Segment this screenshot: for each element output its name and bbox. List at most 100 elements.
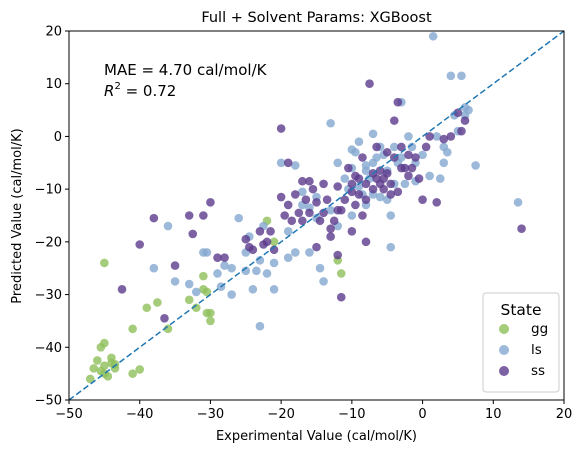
- data-point-gg: [100, 361, 109, 371]
- legend-marker-gg: [499, 324, 509, 334]
- data-point-ss: [290, 190, 300, 199]
- data-point-ss: [354, 190, 364, 199]
- data-point-gg: [142, 303, 152, 313]
- data-point-ss: [404, 171, 413, 181]
- legend: State gg ls ss: [482, 292, 560, 393]
- data-point-ls: [435, 174, 445, 183]
- data-point-ss: [160, 313, 169, 323]
- data-point-ss: [298, 176, 307, 186]
- data-point-ls: [298, 187, 307, 197]
- data-point-ss: [170, 261, 180, 270]
- data-point-ss: [375, 166, 385, 175]
- data-point-ls: [241, 266, 251, 276]
- data-point-ss: [400, 163, 410, 173]
- data-point-gg: [135, 365, 145, 374]
- r2-symbol: R: [104, 82, 114, 100]
- y-tick-label: 0: [54, 130, 62, 145]
- data-point-ss: [418, 195, 427, 204]
- series-gg: [85, 216, 346, 384]
- x-tick-label: −20: [267, 407, 294, 422]
- data-point-ss: [322, 195, 332, 204]
- y-tick-label: −10: [35, 183, 62, 198]
- legend-marker-ss: [499, 366, 509, 376]
- data-point-ss: [351, 200, 360, 210]
- data-point-ss: [439, 134, 449, 144]
- series-ss: [117, 79, 526, 323]
- data-point-ls: [443, 147, 452, 157]
- data-point-ss: [276, 124, 286, 133]
- data-point-ls: [432, 132, 442, 141]
- data-point-ls: [326, 205, 335, 215]
- x-tick-label: −40: [126, 407, 153, 422]
- data-point-ss: [280, 211, 289, 220]
- x-axis: −50 −40 −30 −20 −10 0 10 20: [55, 400, 572, 422]
- x-tick-label: 0: [418, 407, 426, 422]
- x-tick-label: 10: [485, 407, 502, 422]
- data-point-ss: [305, 176, 314, 186]
- data-point-ss: [393, 97, 403, 107]
- y-axis: −50 −40 −30 −20 −10 0 10 20: [35, 25, 69, 409]
- data-point-ls: [262, 269, 272, 278]
- points-layer: [85, 31, 526, 384]
- data-point-ls: [319, 277, 328, 286]
- data-point-ss: [326, 224, 335, 233]
- data-point-ss: [517, 224, 526, 233]
- data-point-gg: [103, 371, 113, 381]
- data-point-gg: [128, 369, 137, 378]
- data-point-ls: [389, 142, 399, 152]
- data-point-ss: [117, 285, 127, 294]
- data-point-ss: [354, 174, 364, 183]
- data-point-ss: [149, 213, 159, 223]
- data-point-ls: [397, 153, 406, 162]
- data-point-ls: [283, 227, 293, 236]
- data-point-ss: [361, 237, 371, 247]
- data-point-ss: [213, 253, 222, 262]
- data-point-ls: [428, 31, 438, 41]
- data-point-ls: [290, 248, 300, 257]
- data-point-ss: [389, 116, 399, 125]
- data-point-ls: [305, 248, 314, 257]
- data-point-ss: [287, 216, 297, 226]
- data-point-ss: [188, 229, 198, 239]
- data-point-ls: [386, 211, 396, 220]
- data-point-ss: [266, 227, 275, 236]
- data-point-ls: [333, 158, 343, 168]
- data-point-gg: [206, 308, 215, 318]
- data-point-ss: [283, 200, 293, 210]
- data-point-ss: [358, 211, 367, 220]
- data-point-ss: [404, 150, 413, 160]
- data-point-ls: [149, 263, 159, 273]
- data-point-ls: [220, 261, 229, 270]
- metrics-annotation: MAE = 4.70 cal/mol/K R2 = 0.72: [104, 61, 268, 100]
- data-point-ss: [347, 227, 357, 236]
- data-point-ls: [184, 279, 194, 289]
- data-point-ss: [220, 253, 229, 262]
- data-point-ss: [315, 216, 325, 226]
- y-tick-label: 20: [45, 25, 62, 40]
- data-point-ls: [425, 171, 434, 181]
- data-point-gg: [336, 269, 346, 278]
- data-point-ls: [255, 256, 265, 265]
- data-point-ss: [184, 211, 194, 220]
- mae-annotation: MAE = 4.70 cal/mol/K: [104, 61, 268, 79]
- data-point-ss: [414, 174, 424, 183]
- data-point-gg: [184, 295, 194, 305]
- data-point-ls: [439, 158, 449, 168]
- data-point-ls: [471, 161, 480, 170]
- data-point-ss: [421, 142, 431, 152]
- data-point-ss: [312, 242, 321, 252]
- data-point-ls: [269, 258, 279, 268]
- data-point-ss: [283, 158, 293, 168]
- data-point-ss: [319, 179, 328, 189]
- data-point-ls: [202, 248, 212, 257]
- data-point-gg: [206, 316, 215, 326]
- data-point-ss: [344, 163, 353, 173]
- data-point-ss: [358, 153, 367, 162]
- chart-title: Full + Solvent Params: XGBoost: [201, 10, 432, 26]
- data-point-ss: [333, 205, 343, 215]
- y-tick-label: −50: [35, 394, 62, 409]
- legend-marker-ls: [499, 345, 509, 355]
- legend-label-ls: ls: [531, 342, 542, 358]
- data-point-ss: [269, 245, 279, 255]
